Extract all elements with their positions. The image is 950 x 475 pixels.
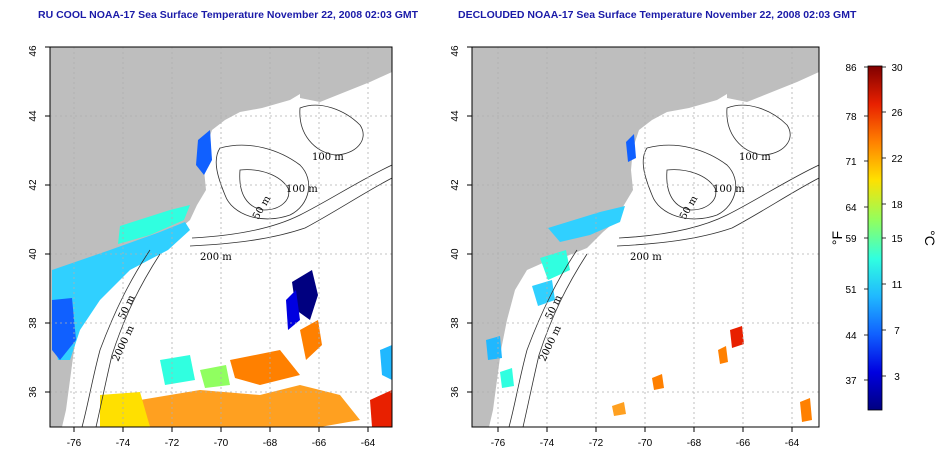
colorbar-c-label: 11: [892, 280, 903, 291]
colorbar-fahrenheit-unit: °F: [829, 231, 845, 245]
colorbar-celsius-ticks: [882, 66, 886, 377]
left-grid: [50, 47, 392, 427]
right-nova-scotia: [727, 55, 819, 102]
right-x-tick-label: -66: [736, 438, 751, 449]
left-x-tick-label: -72: [165, 438, 180, 449]
right-map-title: DECLOUDED NOAA-17 Sea Surface Temperatur…: [458, 9, 857, 21]
left-x-tick-label: -70: [214, 438, 229, 449]
colorbar-f-label: 37: [845, 376, 857, 387]
left-land-mass: [50, 47, 392, 427]
left-contour-label-100m-a: 100 m: [312, 152, 344, 163]
left-map: 100 m 100 m 50 m 200 m 50 m 2000 m -76 -…: [28, 45, 393, 449]
colorbar-c-label: 30: [891, 63, 903, 74]
right-contour-label-100m-a: 100 m: [739, 152, 771, 163]
colorbar-c-label: 3: [894, 372, 900, 383]
right-x-axis: -76 -74 -72 -70 -68 -66 -64: [491, 427, 800, 449]
left-x-tick-label: -74: [116, 438, 131, 449]
colorbar-c-label: 15: [891, 234, 903, 245]
right-x-tick-label: -70: [638, 438, 653, 449]
left-x-tick-label: -68: [263, 438, 278, 449]
left-map-title: RU COOL NOAA-17 Sea Surface Temperature …: [38, 9, 419, 21]
colorbar-f-label: 78: [845, 112, 857, 123]
right-x-tick-label: -76: [491, 438, 506, 449]
colorbar-f-label: 64: [845, 203, 857, 214]
left-contour-label-100m-b: 100 m: [286, 184, 318, 195]
right-y-tick-label: 36: [450, 386, 461, 398]
left-y-tick-label: 36: [28, 386, 39, 398]
right-y-tick-label: 38: [450, 317, 461, 329]
left-x-tick-label: -66: [312, 438, 327, 449]
right-contours: [508, 104, 819, 427]
colorbar-f-label: 71: [845, 157, 857, 168]
colorbar-gradient: [867, 65, 883, 411]
right-y-axis: 36 38 40 42 44 46: [450, 45, 472, 398]
left-x-axis: -76 -74 -72 -70 -68 -66 -64: [67, 427, 376, 449]
right-sst-patches: [486, 134, 812, 422]
left-y-axis: 36 38 40 42 44 46: [28, 45, 50, 398]
colorbar-c-label: 26: [891, 108, 903, 119]
right-contour-label-100m-b: 100 m: [713, 184, 745, 195]
right-contour-label-200m: 200 m: [630, 252, 662, 263]
left-nova-scotia: [300, 55, 392, 102]
right-y-tick-label: 44: [450, 110, 461, 122]
left-y-tick-label: 44: [28, 110, 39, 122]
right-y-tick-label: 46: [450, 45, 461, 57]
left-y-tick-label: 38: [28, 317, 39, 329]
colorbar-c-label: 18: [891, 200, 903, 211]
left-contour-label-200m: 200 m: [200, 252, 232, 263]
right-map: 100 m 100 m 50 m 200 m 50 m 2000 m -76 -…: [450, 45, 820, 449]
colorbar-f-label: 44: [845, 331, 857, 342]
right-land-mass: [472, 47, 819, 427]
right-y-tick-label: 42: [450, 179, 461, 191]
colorbar: 86 78 71 64 59 51 44 37 30 26 22 18 15 1…: [829, 63, 938, 411]
left-y-tick-label: 40: [28, 248, 39, 260]
left-contours: [81, 104, 392, 427]
right-x-tick-label: -72: [589, 438, 604, 449]
colorbar-c-label: 7: [894, 326, 900, 337]
right-x-tick-label: -68: [687, 438, 702, 449]
colorbar-fahrenheit-ticks: [864, 66, 868, 381]
left-y-tick-label: 42: [28, 179, 39, 191]
colorbar-celsius-unit: °C: [922, 230, 938, 246]
right-y-tick-label: 40: [450, 248, 461, 260]
colorbar-f-label: 86: [845, 63, 857, 74]
right-x-tick-label: -74: [540, 438, 555, 449]
colorbar-f-label: 51: [845, 285, 857, 296]
right-grid: [472, 47, 819, 427]
colorbar-c-label: 22: [891, 154, 903, 165]
left-sst-patches: [52, 130, 392, 427]
colorbar-f-label: 59: [845, 234, 857, 245]
left-x-tick-label: -76: [67, 438, 82, 449]
left-x-tick-label: -64: [361, 438, 376, 449]
left-y-tick-label: 46: [28, 45, 39, 57]
right-x-tick-label: -64: [785, 438, 800, 449]
